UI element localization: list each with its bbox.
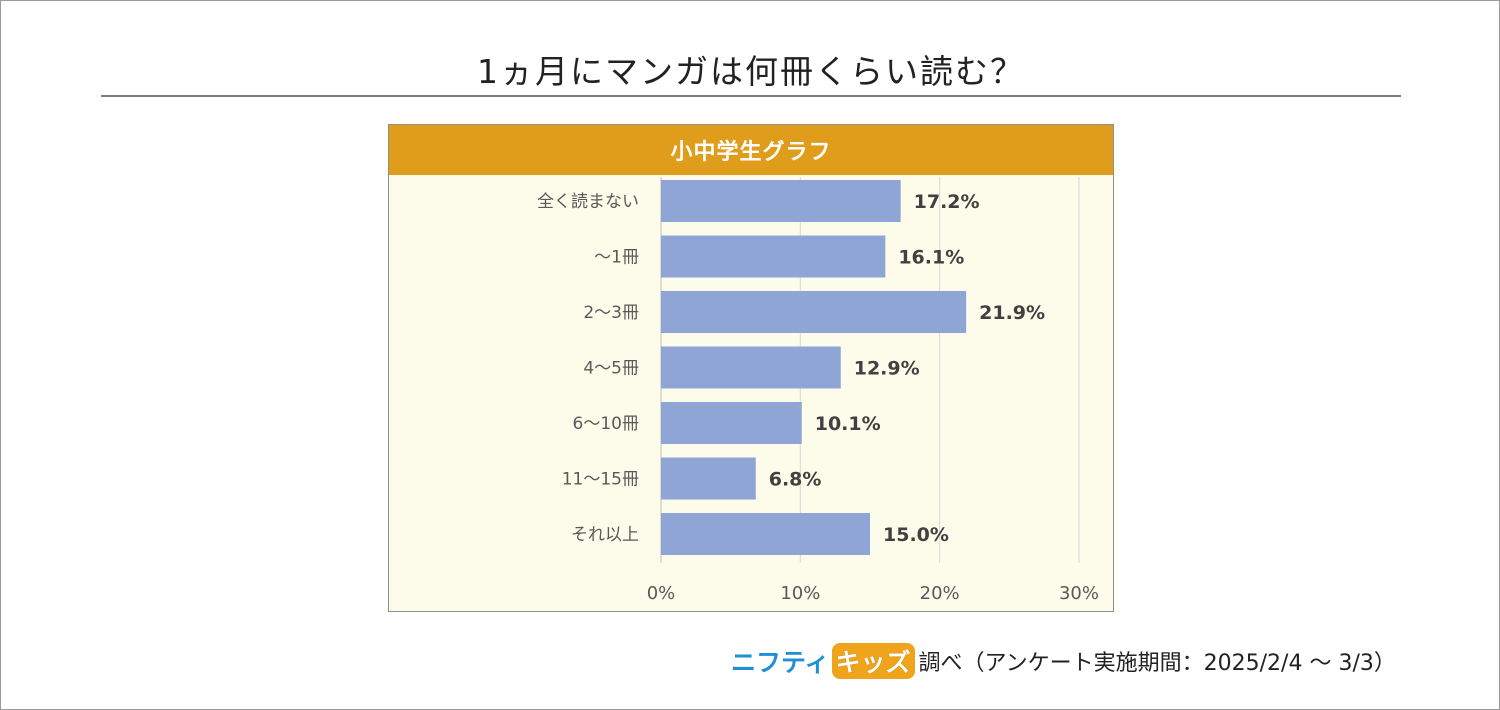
category-label-5: 6～10冊 bbox=[573, 414, 639, 434]
chart-panel: 小中学生グラフ 全く読まない 17.2% ～1冊 16.1% 2～3冊 21.9% 4～5冊… bbox=[388, 124, 1114, 612]
x-tick-label-0: 0% bbox=[647, 583, 676, 604]
category-label-6: 11～15冊 bbox=[562, 470, 639, 490]
category-label-2: ～1冊 bbox=[594, 248, 639, 268]
logo-text-kids: キッズ bbox=[831, 643, 915, 679]
bar-3 bbox=[661, 291, 967, 333]
source-credit: ニフティ キッズ 調べ（アンケート実施期間：2025/2/4 ～ 3/3） bbox=[731, 641, 1396, 681]
value-label-4: 12.9% bbox=[854, 358, 920, 380]
value-label-1: 17.2% bbox=[914, 191, 980, 213]
bar-chart: 全く読まない 17.2% ～1冊 16.1% 2～3冊 21.9% 4～5冊 12.9% 6～1… bbox=[537, 177, 1099, 604]
title-divider bbox=[101, 95, 1401, 97]
bar-1 bbox=[661, 180, 901, 222]
chart-header: 小中学生グラフ bbox=[389, 125, 1113, 175]
x-tick-label-10: 10% bbox=[780, 583, 820, 604]
value-label-6: 6.8% bbox=[769, 469, 822, 491]
bar-5 bbox=[661, 402, 802, 444]
value-label-2: 16.1% bbox=[898, 247, 964, 269]
x-tick-label-20: 20% bbox=[920, 583, 960, 604]
source-text: 調べ（アンケート実施期間：2025/2/4 ～ 3/3） bbox=[918, 651, 1396, 676]
category-label-3: 2～3冊 bbox=[583, 303, 639, 323]
value-label-7: 15.0% bbox=[883, 524, 949, 546]
category-label-4: 4～5冊 bbox=[583, 359, 639, 379]
bar-6 bbox=[661, 457, 756, 500]
value-label-3: 21.9% bbox=[979, 302, 1045, 324]
category-label-7: それ以上 bbox=[571, 525, 639, 545]
nifty-kids-logo[interactable]: ニフティ キッズ bbox=[731, 643, 915, 679]
page-title: 1ヵ月にマンガは何冊くらい読む？ bbox=[477, 52, 1025, 91]
bar-7 bbox=[661, 513, 870, 555]
x-tick-label-30: 30% bbox=[1059, 583, 1099, 604]
category-label-1: 全く読まない bbox=[537, 192, 639, 212]
bar-2 bbox=[661, 235, 886, 278]
value-label-5: 10.1% bbox=[815, 413, 881, 435]
logo-text-nifty: ニフティ bbox=[731, 648, 830, 677]
bar-4 bbox=[661, 346, 841, 389]
